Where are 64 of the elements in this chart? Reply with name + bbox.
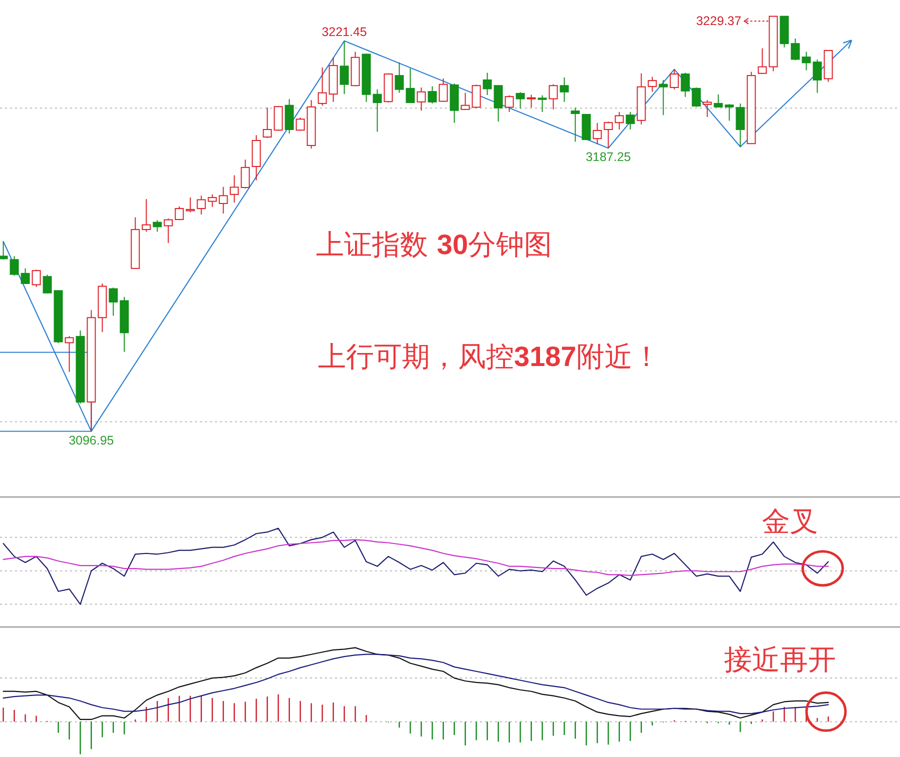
candlestick xyxy=(494,84,503,122)
candlestick xyxy=(538,94,547,112)
candlestick xyxy=(626,111,635,130)
candlestick xyxy=(230,174,239,204)
candlestick xyxy=(802,51,811,71)
candlestick xyxy=(174,206,184,221)
candlestick xyxy=(20,268,30,285)
candlestick xyxy=(416,86,426,112)
candlestick xyxy=(516,92,525,109)
candlestick xyxy=(262,107,272,138)
candlestick xyxy=(108,287,118,316)
annotation: 上证指数 30分钟图 xyxy=(316,228,552,261)
candlestick xyxy=(692,86,701,108)
annotation: 接近再开 xyxy=(724,643,836,676)
candlestick xyxy=(196,195,206,215)
annotation: 3229.37 xyxy=(696,14,742,28)
candlestick xyxy=(186,197,195,213)
candlestick xyxy=(472,84,481,108)
candlestick xyxy=(394,62,404,94)
candlestick xyxy=(592,122,602,145)
candlestick xyxy=(274,105,283,132)
candlestick xyxy=(758,48,767,74)
candlestick xyxy=(10,256,19,276)
candlestick xyxy=(614,111,624,130)
candlestick xyxy=(218,186,228,214)
candlestick xyxy=(42,274,52,294)
candlestick xyxy=(790,38,800,61)
annotation: 上行可期，风控3187附近！ xyxy=(318,340,660,373)
annotation: 3221.45 xyxy=(322,24,367,39)
candlestick xyxy=(152,220,162,232)
candlestick xyxy=(296,117,305,132)
candlestick xyxy=(680,72,690,98)
candlestick xyxy=(702,100,712,118)
candlestick xyxy=(240,159,250,189)
candlestick xyxy=(372,88,382,132)
candlestick xyxy=(504,94,514,112)
annotation: 3187.25 xyxy=(586,150,631,164)
candlestick xyxy=(340,40,349,95)
candlestick xyxy=(64,336,74,372)
candlestick xyxy=(438,78,448,102)
candlestick xyxy=(658,79,668,116)
candlestick xyxy=(648,76,657,92)
candlestick xyxy=(670,68,679,90)
candlestick xyxy=(724,104,734,122)
candlestick xyxy=(548,84,558,110)
candlestick xyxy=(714,94,723,108)
candlestick xyxy=(812,59,822,94)
annotation: 金叉 xyxy=(762,505,818,538)
candlestick xyxy=(406,68,415,104)
candlestick xyxy=(570,107,580,142)
candlestick xyxy=(164,218,173,244)
candlestick xyxy=(318,66,327,106)
candlestick xyxy=(736,102,745,148)
candlestick xyxy=(560,76,569,102)
candlestick xyxy=(142,198,151,232)
candlestick xyxy=(208,194,217,208)
candlestick xyxy=(0,240,8,260)
candlestick xyxy=(526,94,536,108)
annotation: 3096.95 xyxy=(68,433,114,448)
candlestick xyxy=(460,92,470,111)
candlestick xyxy=(428,86,437,104)
candlestick xyxy=(482,72,492,96)
candlestick xyxy=(32,269,41,288)
candlestick xyxy=(604,121,613,149)
